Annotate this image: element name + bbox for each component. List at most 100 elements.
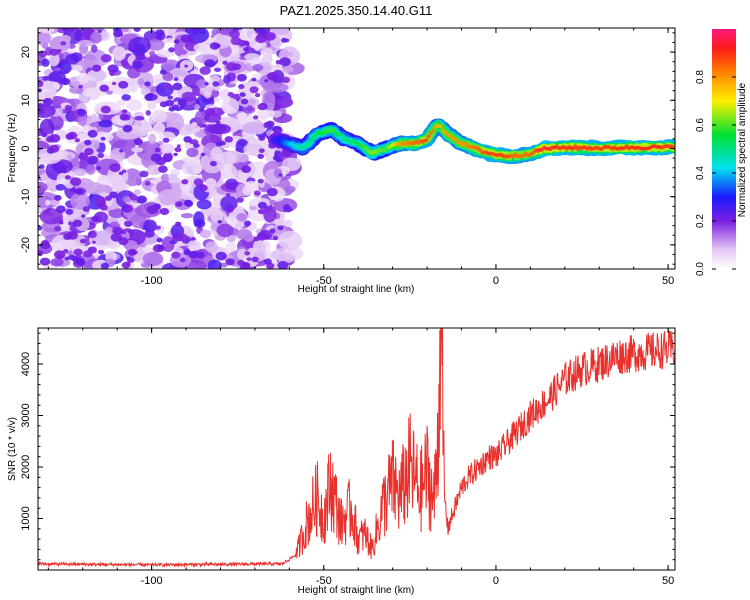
noise-blob	[76, 73, 91, 84]
noise-blob	[69, 86, 83, 94]
noise-peak	[224, 136, 234, 143]
noise-blobs	[38, 28, 305, 269]
noise-peak	[279, 57, 291, 67]
noise-blob	[277, 253, 296, 264]
noise-peak	[78, 85, 83, 89]
noise-peak	[199, 184, 208, 192]
noise-blob	[256, 108, 275, 119]
colorbar-tick-label: 0.8	[695, 70, 706, 84]
noise-blob	[285, 185, 296, 193]
noise-blob	[73, 64, 83, 72]
noise-peak	[200, 152, 206, 157]
noise-peak	[243, 40, 250, 46]
noise-peak	[95, 196, 106, 205]
noise-peak	[87, 155, 99, 165]
noise-peak	[38, 80, 44, 88]
ridge-blob	[382, 148, 388, 153]
noise-peak	[41, 132, 48, 138]
noise-blob	[126, 99, 143, 111]
noise-blob	[193, 211, 205, 227]
noise-peak	[251, 256, 259, 263]
noise-peak	[236, 73, 247, 82]
noise-blob	[146, 39, 165, 51]
noise-peak	[63, 233, 72, 240]
noise-peak	[100, 105, 111, 114]
noise-blob	[186, 147, 199, 158]
noise-blob	[181, 160, 203, 176]
noise-peak	[112, 81, 117, 86]
noise-peak	[144, 229, 155, 238]
noise-peak	[276, 95, 282, 100]
colorbar-label: Normalized spectral amplitude	[737, 82, 748, 217]
noise-peak	[256, 232, 268, 241]
noise-peak	[257, 153, 264, 159]
noise-peak	[97, 29, 103, 33]
noise-peak	[112, 226, 124, 235]
noise-peak	[275, 59, 282, 65]
noise-peak	[277, 225, 284, 231]
noise-peak	[232, 63, 242, 71]
noise-peak	[129, 194, 138, 201]
noise-blob	[221, 97, 240, 115]
noise-blob	[206, 123, 227, 134]
noise-peak	[84, 139, 92, 146]
noise-blob	[162, 72, 174, 82]
noise-peak	[109, 163, 121, 172]
noise-peak	[100, 136, 106, 141]
noise-blob	[236, 112, 248, 121]
noise-peak	[155, 156, 167, 166]
noise-peak	[87, 129, 98, 138]
noise-peak	[125, 262, 131, 266]
noise-blob	[262, 53, 273, 66]
noise-peak	[38, 225, 43, 231]
noise-peak	[133, 28, 141, 32]
noise-peak	[42, 75, 49, 81]
spec-y-tick-label: 0	[20, 145, 32, 151]
noise-blob	[160, 173, 170, 184]
noise-peak	[193, 178, 204, 186]
noise-blob	[278, 230, 303, 251]
noise-blob	[127, 77, 136, 88]
noise-blob	[134, 116, 145, 121]
noise-peak	[75, 188, 83, 195]
noise-blob	[225, 242, 237, 253]
noise-peak	[284, 38, 290, 43]
noise-peak	[109, 191, 118, 199]
noise-blob	[73, 168, 87, 177]
noise-peak	[238, 84, 245, 90]
noise-blob	[143, 219, 157, 233]
ridge-blob	[424, 138, 429, 143]
figure-title: PAZ1.2025.350.14.40.G11	[280, 3, 433, 18]
ridge-blob	[339, 133, 344, 138]
noise-blob	[137, 77, 145, 86]
noise-peak	[46, 136, 55, 143]
noise-blob	[38, 80, 61, 93]
noise-blob	[98, 120, 113, 128]
snr-y-tick-label: 4000	[20, 352, 32, 376]
noise-blob	[194, 103, 200, 111]
noise-blob	[193, 42, 211, 53]
noise-blob	[149, 50, 156, 57]
noise-peak	[225, 258, 235, 266]
noise-blob	[38, 31, 51, 46]
snr-axes: -100 -50 0 50 1000 2000 3000 4000	[20, 328, 675, 587]
noise-peak	[55, 205, 66, 213]
noise-blob	[239, 28, 256, 43]
noise-peak	[74, 138, 80, 143]
noise-peak	[162, 137, 170, 143]
noise-blob	[243, 220, 252, 227]
noise-peak	[133, 138, 143, 146]
noise-peak	[257, 103, 266, 110]
noise-peak	[215, 251, 227, 261]
noise-blob	[227, 71, 236, 82]
snr-x-tick-label: -50	[316, 575, 332, 587]
noise-peak	[190, 237, 196, 241]
noise-peak	[181, 179, 189, 185]
noise-peak	[99, 84, 109, 92]
colorbar-ticks: 0.0 0.2 0.4 0.6 0.8	[695, 70, 736, 276]
noise-peak	[159, 101, 168, 108]
noise-peak	[266, 120, 275, 128]
noise-peak	[179, 257, 186, 263]
noise-peak	[266, 187, 278, 197]
